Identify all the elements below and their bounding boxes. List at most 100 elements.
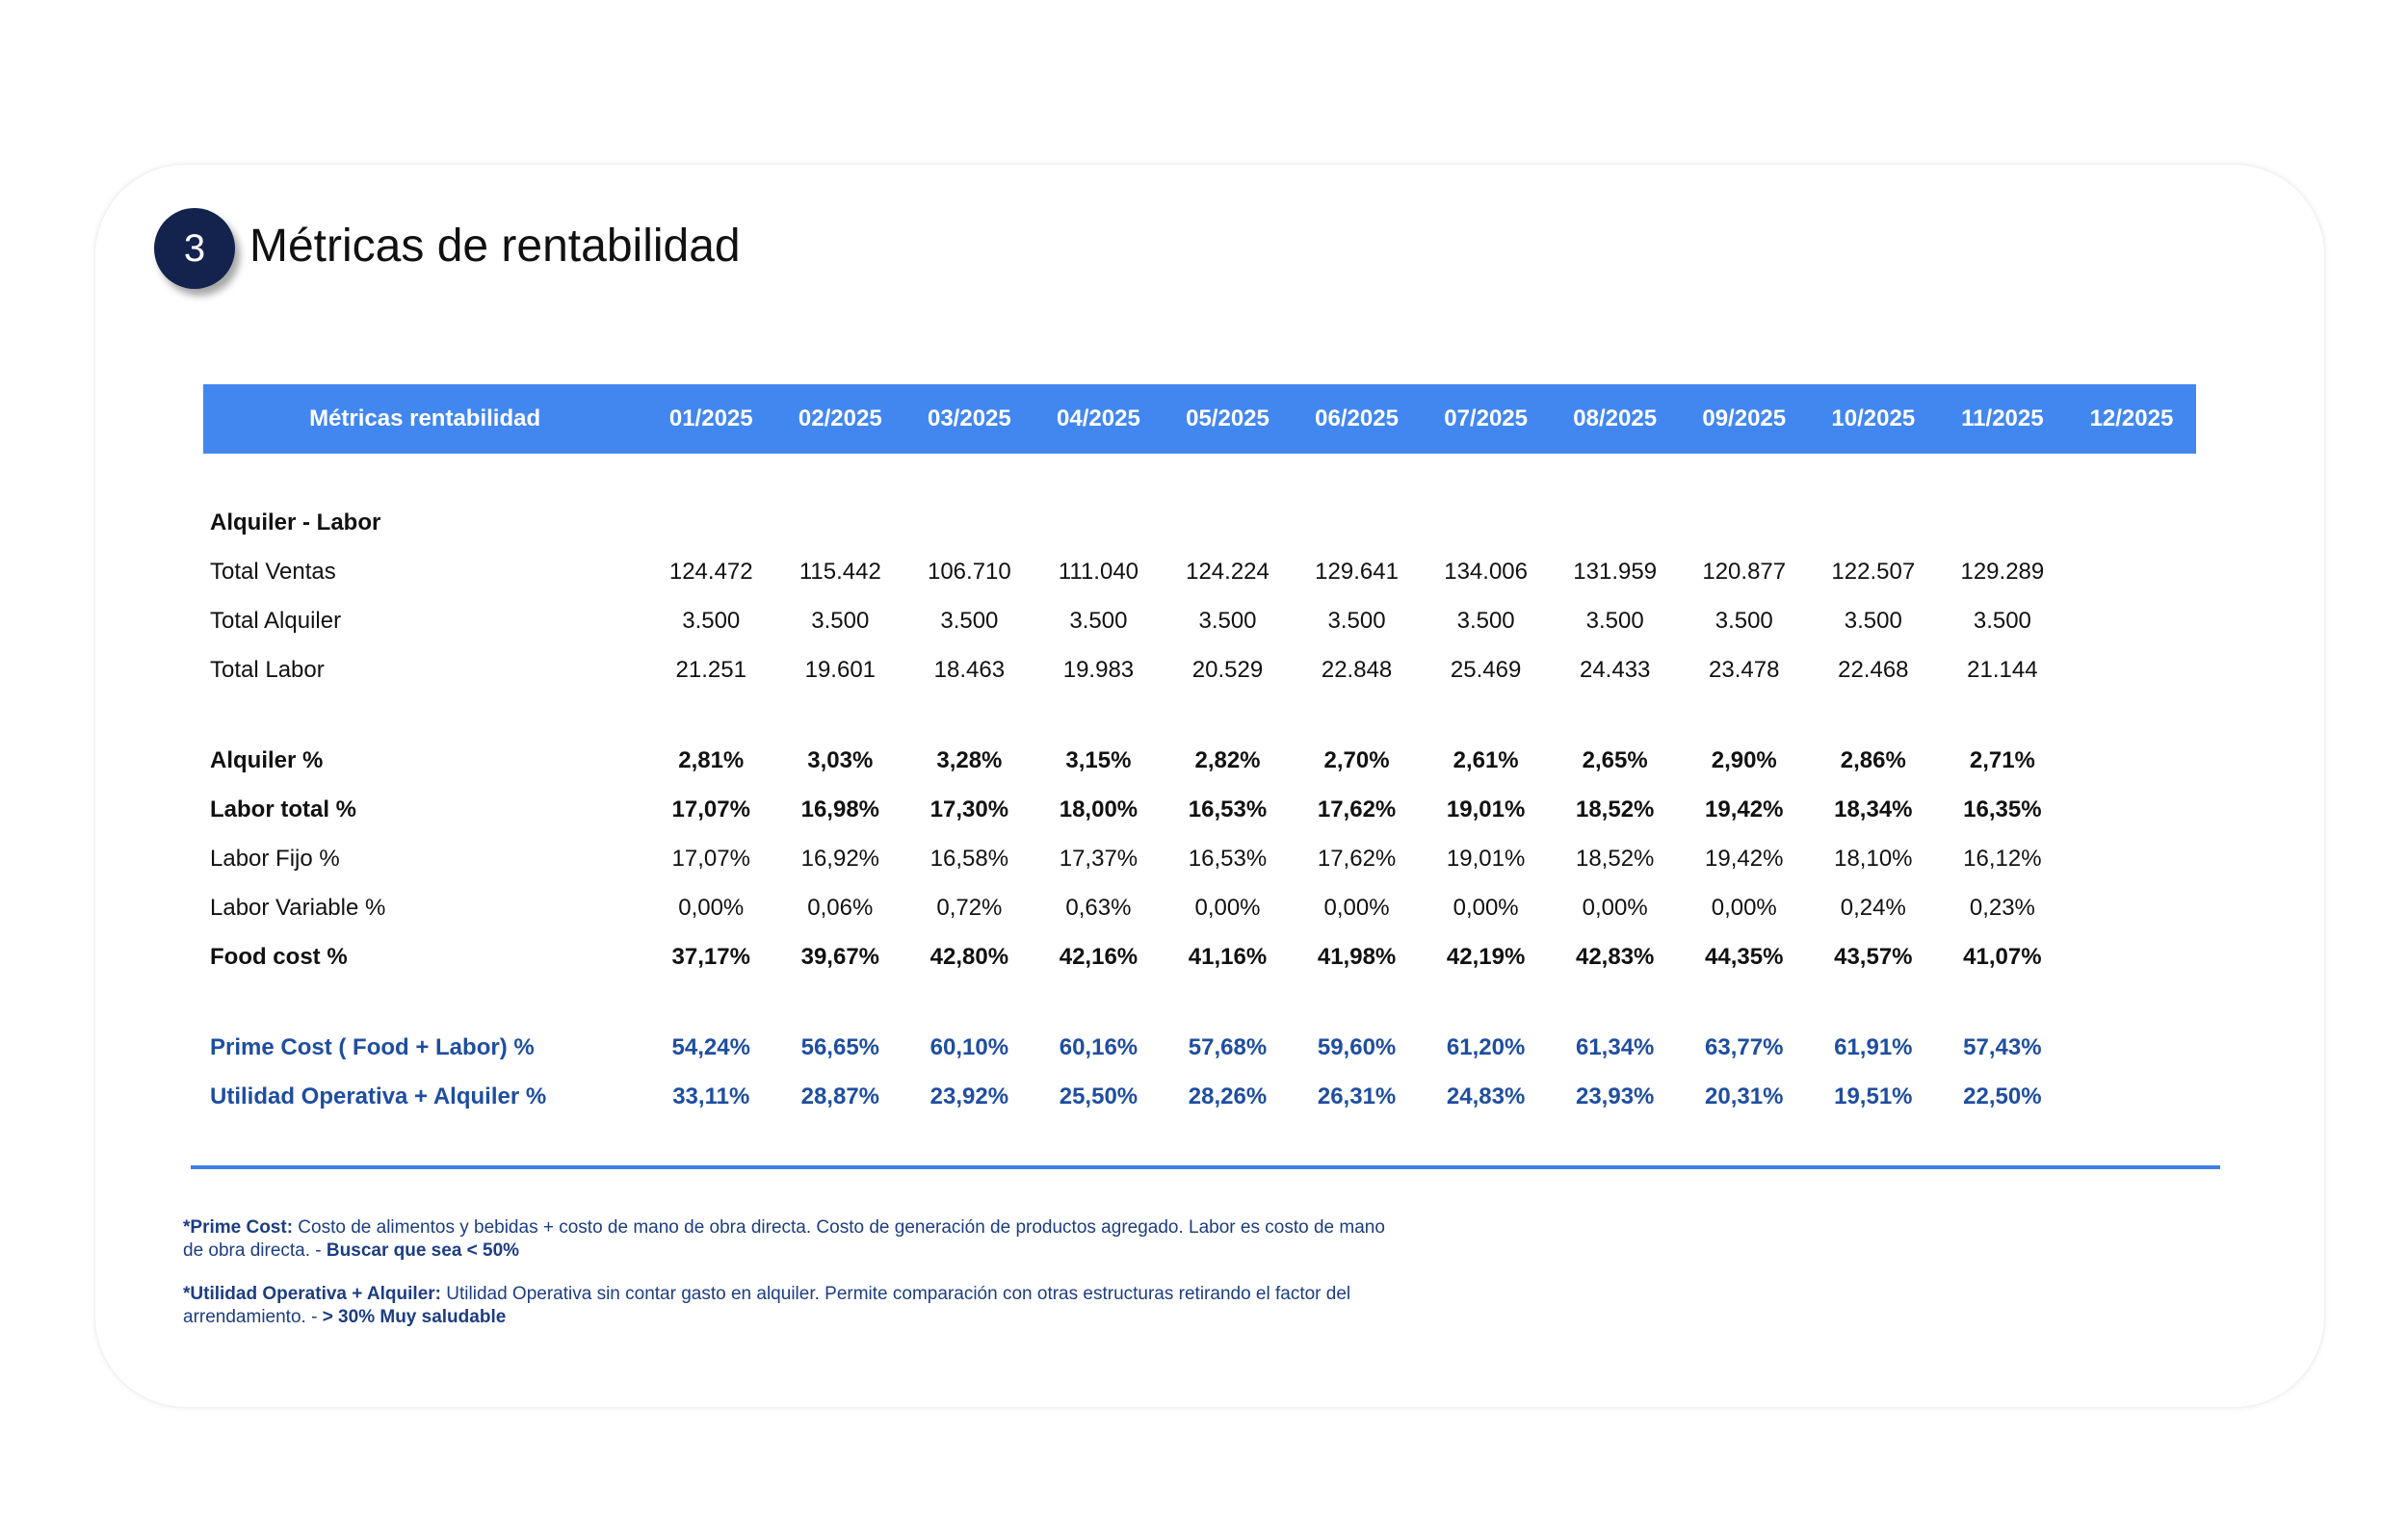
- table-cell: 16,58%: [929, 845, 1009, 872]
- section-title: Métricas de rentabilidad: [249, 221, 741, 272]
- table-cell: 17,62%: [1317, 796, 1397, 822]
- table-cell: 3.500: [1456, 607, 1515, 634]
- table-cell: 21.144: [1967, 656, 2038, 683]
- table-cell: 23,93%: [1575, 1083, 1655, 1109]
- table-cell: 131.959: [1573, 558, 1658, 585]
- table-cell: 21.251: [675, 656, 746, 683]
- table-cell: 54,24%: [671, 1033, 750, 1060]
- table-cell: [2067, 883, 2196, 932]
- table-cell: 41,16%: [1188, 943, 1268, 970]
- footnote-title: *Utilidad Operativa + Alquiler:: [183, 1284, 441, 1304]
- table-header-row: Métricas rentabilidad 01/2025 02/2025 03…: [203, 384, 2196, 454]
- table-cell: [2067, 785, 2196, 834]
- table-cell: 18,34%: [1834, 796, 1913, 822]
- table-cell: 111.040: [1058, 558, 1139, 585]
- table-cell: 129.641: [1315, 558, 1399, 585]
- table-row: Prime Cost ( Food + Labor) % 54,24% 56,65%…: [203, 1023, 2196, 1072]
- table-cell: 0,00%: [1194, 894, 1261, 921]
- table-cell: 17,30%: [929, 796, 1009, 822]
- table-cell: 3.500: [940, 607, 999, 634]
- table-cell: 63,77%: [1705, 1033, 1784, 1060]
- table-cell: 61,20%: [1446, 1033, 1526, 1060]
- table-cell: 3,28%: [936, 746, 1003, 773]
- table-row: Labor Variable % 0,00% 0,06% 0,72% 0,63% 0,00…: [203, 883, 2196, 932]
- table-cell: 3,03%: [807, 746, 874, 773]
- table-cell: 0,63%: [1065, 894, 1132, 921]
- section-number-badge: 3: [154, 208, 235, 289]
- table-cell: 23,92%: [929, 1083, 1009, 1109]
- table-cell: 19,42%: [1705, 845, 1784, 872]
- table-cell: 17,07%: [671, 845, 750, 872]
- spacer-row: [203, 454, 2196, 498]
- row-label: Food cost %: [210, 943, 348, 970]
- table-cell: 122.507: [1831, 558, 1916, 585]
- table-cell: 120.877: [1702, 558, 1787, 585]
- table-cell: 17,07%: [671, 796, 750, 822]
- table-cell: 16,53%: [1188, 845, 1268, 872]
- table-cell: 57,68%: [1188, 1033, 1268, 1060]
- table-cell: 3.500: [1069, 607, 1128, 634]
- footnote-text: Utilidad Operativa sin contar gasto en a…: [183, 1284, 1351, 1327]
- table-cell: [2067, 834, 2196, 883]
- table-cell: 61,91%: [1834, 1033, 1913, 1060]
- table-cell: 22,50%: [1963, 1083, 2042, 1109]
- table-cell: 115.442: [798, 558, 881, 585]
- table-cell: 0,00%: [1323, 894, 1390, 921]
- table-cell: 3.500: [811, 607, 870, 634]
- table-cell: 2,90%: [1711, 746, 1777, 773]
- table-cell: 20,31%: [1705, 1083, 1784, 1109]
- table-cell: 3.500: [1585, 607, 1644, 634]
- table-cell: 3.500: [1327, 607, 1386, 634]
- table-cell: 37,17%: [671, 943, 750, 970]
- group-row: Alquiler - Labor: [203, 498, 2196, 547]
- table-cell: 3.500: [682, 607, 741, 634]
- footnote-title: *Prime Cost:: [183, 1217, 294, 1238]
- table-cell: 16,53%: [1188, 796, 1268, 822]
- row-label: Labor Variable %: [210, 894, 386, 921]
- table-cell: 60,10%: [929, 1033, 1009, 1060]
- table-cell: 18,52%: [1575, 845, 1655, 872]
- table-cell: 0,06%: [807, 894, 874, 921]
- table-cell: 2,61%: [1453, 746, 1519, 773]
- table-row: Alquiler % 2,81% 3,03% 3,28% 3,15% 2,82% 2,70%…: [203, 736, 2196, 785]
- table-cell: 0,24%: [1840, 894, 1906, 921]
- table-cell: 0,00%: [1453, 894, 1519, 921]
- table-cell: 2,71%: [1969, 746, 2035, 773]
- table-cell: 22.468: [1838, 656, 1909, 683]
- table-cell: 2,82%: [1194, 746, 1261, 773]
- section-number: 3: [183, 226, 206, 270]
- table-cell: [2067, 1072, 2196, 1121]
- spacer-row: [203, 981, 2196, 1023]
- footnote-emphasis: Buscar que sea < 50%: [326, 1240, 520, 1261]
- footnotes: *Prime Cost: Costo de alimentos y bebida…: [183, 1216, 1406, 1349]
- table-cell: 22.848: [1321, 656, 1393, 683]
- header-month: 08/2025: [1573, 405, 1658, 431]
- table-cell: 17,62%: [1317, 845, 1397, 872]
- table-cell: 42,19%: [1446, 943, 1526, 970]
- table-cell: 41,98%: [1317, 943, 1397, 970]
- table-cell: 18,00%: [1059, 796, 1139, 822]
- table-cell: 61,34%: [1575, 1033, 1655, 1060]
- footnote-utilidad: *Utilidad Operativa + Alquiler: Utilidad…: [183, 1283, 1406, 1329]
- table-row: Total Labor 21.251 19.601 18.463 19.983 20.52…: [203, 645, 2196, 694]
- header-month: 12/2025: [2089, 405, 2174, 431]
- profitability-table: Métricas rentabilidad 01/2025 02/2025 03…: [203, 384, 2196, 1121]
- table-cell: 19.601: [804, 656, 877, 683]
- table-cell: 24.433: [1579, 656, 1651, 683]
- table-row: Food cost % 37,17% 39,67% 42,80% 42,16% 41,16…: [203, 932, 2196, 981]
- header-month: 11/2025: [1961, 405, 2044, 431]
- row-label: Utilidad Operativa + Alquiler %: [210, 1083, 547, 1109]
- table-cell: 0,00%: [1582, 894, 1648, 921]
- table-cell: 16,92%: [800, 845, 880, 872]
- row-label: Total Labor: [210, 656, 325, 683]
- table-cell: 18,10%: [1834, 845, 1913, 872]
- row-label: Total Alquiler: [210, 607, 342, 634]
- table-cell: 23.478: [1709, 656, 1780, 683]
- table-cell: 2,86%: [1840, 746, 1906, 773]
- header-month: 07/2025: [1444, 405, 1528, 431]
- table-cell: [2067, 547, 2196, 596]
- row-label: Alquiler %: [210, 746, 324, 773]
- table-cell: 3.500: [1973, 607, 2031, 634]
- table-cell: 42,83%: [1575, 943, 1655, 970]
- row-label: Total Ventas: [210, 558, 336, 585]
